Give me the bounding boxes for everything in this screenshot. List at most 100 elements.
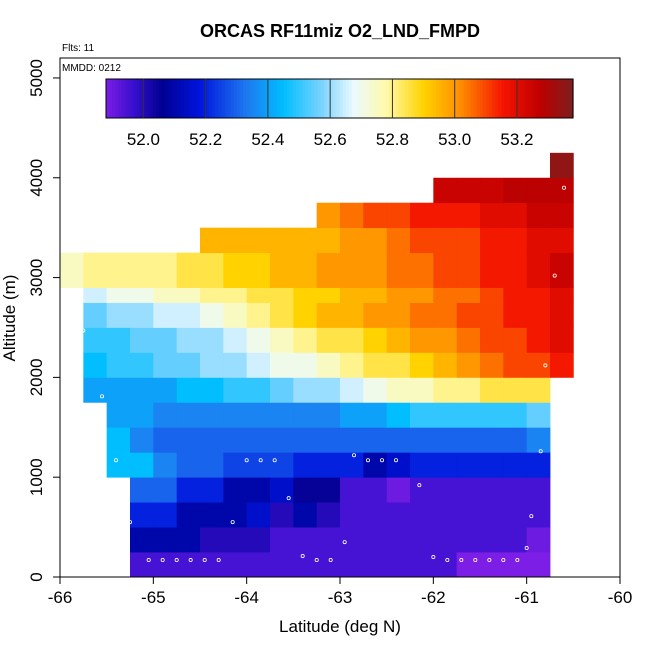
heatmap-cell: [550, 302, 574, 328]
heatmap-cell: [246, 427, 271, 453]
observation-point: [146, 558, 151, 563]
colorbar-swatch: [464, 79, 468, 118]
heatmap-cell: [480, 252, 504, 288]
colorbar-swatch: [404, 79, 409, 118]
heatmap-cell: [363, 502, 388, 528]
heatmap-cell: [223, 252, 248, 288]
observation-point: [342, 540, 347, 545]
colorbar-swatch: [510, 79, 515, 118]
heatmap-cell: [270, 287, 294, 303]
heatmap-cell: [550, 352, 574, 378]
heatmap-cell: [340, 527, 364, 553]
y-tick-label: 5000: [27, 59, 46, 97]
colorbar-swatch: [127, 79, 132, 118]
heatmap-cell: [83, 327, 108, 353]
colorbar-swatch: [292, 79, 297, 118]
colorbar-swatch: [439, 79, 443, 118]
heatmap-cell: [526, 177, 551, 204]
colorbar-swatch: [370, 79, 375, 118]
heatmap-cell: [153, 352, 178, 378]
observation-point: [379, 458, 384, 463]
heatmap-cell: [526, 527, 551, 553]
heatmap-cell: [456, 402, 481, 428]
heatmap-cell: [386, 202, 411, 229]
colorbar-tick-label: 52.0: [127, 130, 160, 149]
colorbar-swatch: [283, 79, 288, 118]
heatmap-cell: [526, 427, 551, 453]
heatmap-cell: [363, 527, 388, 553]
heatmap-cell: [340, 502, 364, 528]
heatmap-cell: [246, 327, 271, 353]
heatmap-cell: [153, 502, 178, 528]
heatmap-cell: [83, 352, 108, 378]
heatmap-cell: [106, 402, 131, 428]
colorbar-swatch: [476, 79, 481, 118]
colorbar-swatch: [529, 79, 534, 118]
observation-point: [543, 363, 548, 368]
colorbar-swatch: [305, 79, 309, 118]
colorbar-swatch: [467, 79, 471, 118]
colorbar-swatch: [426, 79, 431, 118]
heatmap-cell: [316, 527, 341, 553]
heatmap-cell: [316, 477, 341, 503]
colorbar-swatch: [106, 79, 110, 118]
heatmap-cell: [503, 252, 528, 288]
heatmap-cell: [293, 502, 318, 528]
heatmap-cell: [550, 287, 574, 303]
heatmap-cell: [480, 352, 504, 378]
colorbar-swatch: [115, 79, 120, 118]
colorbar-swatch: [286, 79, 291, 118]
heatmap-cell: [153, 252, 178, 288]
observation-point: [202, 558, 207, 563]
colorbar-swatch: [137, 79, 141, 118]
colorbar-swatch: [351, 79, 356, 118]
heatmap-cell: [340, 202, 364, 229]
colorbar-swatch: [236, 79, 241, 118]
heatmap-cell: [386, 327, 411, 353]
heatmap-cell: [176, 302, 201, 328]
heatmap-cell: [340, 402, 364, 428]
observation-point: [328, 558, 333, 563]
colorbar-swatch: [420, 79, 425, 118]
heatmap-cell: [153, 377, 178, 403]
colorbar-swatch: [109, 79, 113, 118]
heatmap-cell: [316, 202, 341, 229]
observation-point: [258, 458, 263, 463]
observation-point: [188, 558, 193, 563]
heatmap-cell: [363, 452, 388, 478]
heatmap-cell: [200, 327, 224, 353]
colorbar-swatch: [411, 79, 415, 118]
colorbar-swatch: [162, 79, 166, 118]
observation-point: [445, 558, 450, 563]
heatmap-cell: [200, 402, 224, 428]
heatmap-cell: [480, 502, 504, 528]
heatmap-cell: [386, 427, 411, 453]
heatmap-cell: [456, 477, 481, 503]
heatmap-cell: [526, 477, 551, 503]
heatmap-cell: [153, 402, 178, 428]
x-tick-label: -63: [328, 588, 353, 607]
heatmap-cell: [316, 327, 341, 353]
colorbar-swatch: [333, 79, 337, 118]
heatmap-cell: [246, 302, 271, 328]
heatmap-cell: [386, 477, 411, 503]
heatmap-cell: [340, 302, 364, 328]
heatmap-cell: [363, 302, 388, 328]
colorbar-swatch: [252, 79, 257, 118]
colorbar-swatch: [308, 79, 313, 118]
heatmap-cell: [410, 477, 434, 503]
heatmap-cell: [363, 477, 388, 503]
heatmap-cell: [363, 327, 388, 353]
colorbar-swatch: [504, 79, 509, 118]
heatmap-cell: [363, 552, 388, 578]
colorbar-swatch: [255, 79, 260, 118]
heatmap-cell: [340, 477, 364, 503]
heatmap-cell: [386, 287, 411, 303]
heatmap-cell: [153, 287, 178, 303]
colorbar-swatch: [314, 79, 319, 118]
heatmap-cell: [106, 352, 131, 378]
colorbar-swatch: [140, 79, 144, 118]
heatmap-cell: [270, 402, 294, 428]
heatmap-cell: [550, 327, 574, 353]
observation-point: [300, 554, 305, 559]
